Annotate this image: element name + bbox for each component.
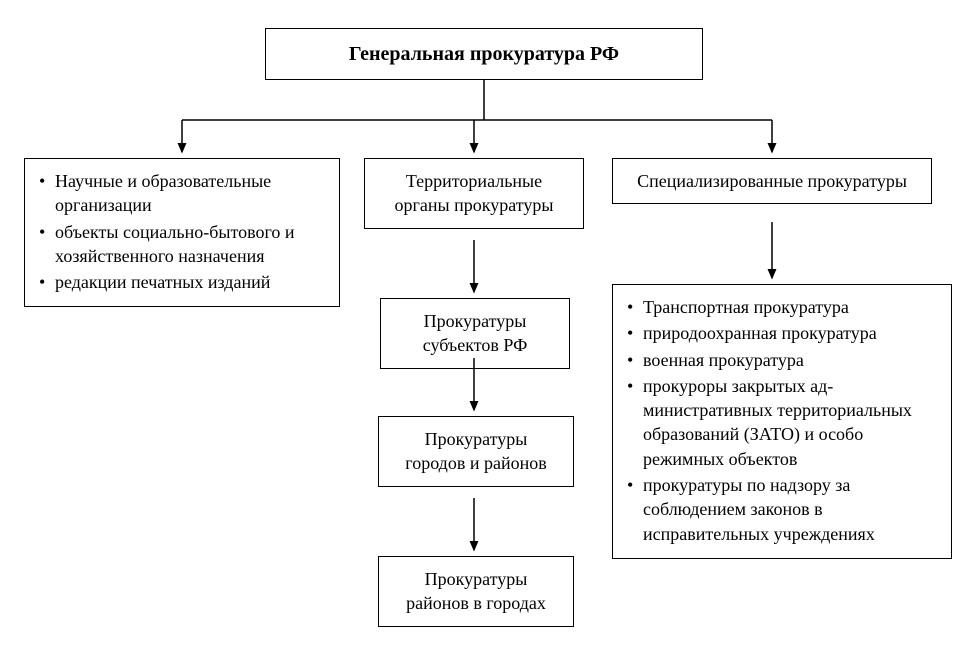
node-mid1: Территориальные органы прокуратуры	[364, 158, 584, 229]
node-mid3-label: Прокуратуры городов и районов	[405, 429, 546, 473]
node-mid1-label: Территориальные органы прокуратуры	[395, 171, 554, 215]
node-right2-list: Транспортная прокуратура природоохранная…	[627, 295, 937, 546]
node-mid3: Прокуратуры городов и районов	[378, 416, 574, 487]
list-item: Научные и образователь­ные организации	[39, 169, 325, 218]
node-mid2: Прокуратуры субъектов РФ	[380, 298, 570, 369]
node-right1: Специализированные прокуратуры	[612, 158, 932, 204]
list-item: военная прокуратура	[627, 348, 937, 372]
list-item: прокуроры закрытых ад­министративных тер…	[627, 374, 937, 471]
node-right2: Транспортная прокуратура природоохранная…	[612, 284, 952, 559]
node-mid4-label: Прокуратуры районов в городах	[406, 569, 546, 613]
node-left1-list: Научные и образователь­ные организации о…	[39, 169, 325, 294]
node-mid2-label: Прокуратуры субъектов РФ	[423, 311, 528, 355]
list-item: прокуратуры по надзору за соблюдением за…	[627, 473, 937, 546]
node-mid4: Прокуратуры районов в городах	[378, 556, 574, 627]
node-root: Генеральная прокуратура РФ	[265, 28, 703, 80]
list-item: Транспортная прокуратура	[627, 295, 937, 319]
node-left1: Научные и образователь­ные организации о…	[24, 158, 340, 307]
list-item: объекты социально-быто­вого и хозяйствен…	[39, 220, 325, 269]
node-root-label: Генеральная прокуратура РФ	[349, 41, 619, 68]
list-item: редакции печатных изданий	[39, 270, 325, 294]
node-right1-label: Специализированные прокуратуры	[637, 171, 907, 191]
list-item: природоохранная проку­ратура	[627, 321, 937, 345]
